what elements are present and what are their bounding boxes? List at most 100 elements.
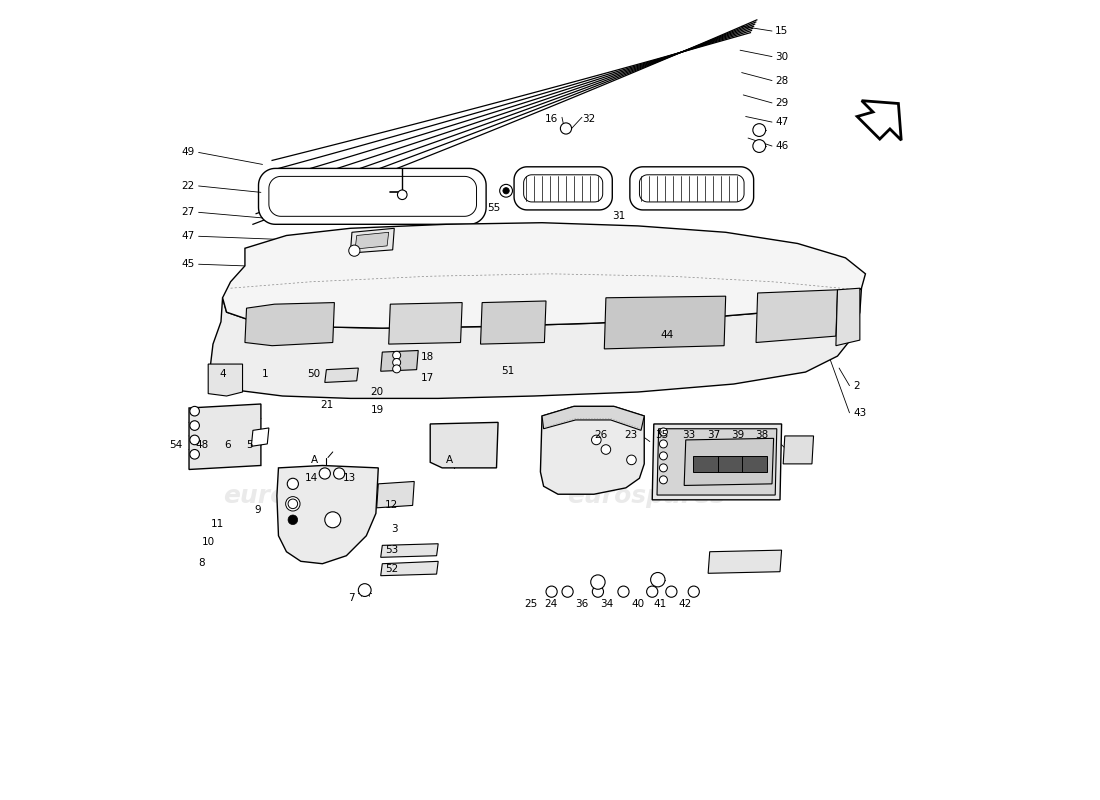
Circle shape xyxy=(647,586,658,598)
Polygon shape xyxy=(355,232,388,249)
Circle shape xyxy=(190,450,199,459)
Polygon shape xyxy=(652,424,782,500)
Text: 31: 31 xyxy=(612,211,625,222)
Polygon shape xyxy=(388,302,462,344)
Text: 12: 12 xyxy=(385,501,398,510)
Text: 48: 48 xyxy=(195,440,208,450)
Text: 53: 53 xyxy=(385,545,398,555)
Polygon shape xyxy=(836,288,860,346)
Text: 34: 34 xyxy=(601,598,614,609)
Circle shape xyxy=(659,476,668,484)
Circle shape xyxy=(560,123,572,134)
Text: 47: 47 xyxy=(776,117,789,127)
Text: 33: 33 xyxy=(682,430,695,440)
Text: 10: 10 xyxy=(201,537,214,547)
Text: eurospares: eurospares xyxy=(566,312,725,336)
Polygon shape xyxy=(376,482,415,508)
Text: A: A xyxy=(446,455,452,465)
Text: 1: 1 xyxy=(262,370,268,379)
Text: 37: 37 xyxy=(707,430,721,440)
Circle shape xyxy=(333,468,344,479)
Circle shape xyxy=(349,245,360,256)
Polygon shape xyxy=(783,436,814,464)
Polygon shape xyxy=(258,169,486,224)
Circle shape xyxy=(393,358,400,366)
Polygon shape xyxy=(245,302,334,346)
Text: 21: 21 xyxy=(320,400,333,410)
Polygon shape xyxy=(708,550,782,574)
Circle shape xyxy=(689,586,700,598)
Circle shape xyxy=(288,499,298,509)
Polygon shape xyxy=(222,222,866,328)
Circle shape xyxy=(650,573,666,587)
Polygon shape xyxy=(208,364,242,396)
Circle shape xyxy=(591,575,605,590)
Polygon shape xyxy=(277,466,378,564)
Text: 44: 44 xyxy=(660,330,674,339)
Text: 26: 26 xyxy=(594,430,607,440)
Text: 50: 50 xyxy=(307,370,320,379)
Circle shape xyxy=(499,184,513,197)
Text: eurospares: eurospares xyxy=(223,484,382,508)
Polygon shape xyxy=(324,368,359,382)
Text: 23: 23 xyxy=(625,430,638,440)
Text: 42: 42 xyxy=(679,598,692,609)
Circle shape xyxy=(319,468,330,479)
Circle shape xyxy=(288,515,298,525)
Polygon shape xyxy=(540,406,645,494)
Text: 24: 24 xyxy=(544,598,558,609)
Text: 45: 45 xyxy=(182,259,195,270)
Circle shape xyxy=(287,478,298,490)
Circle shape xyxy=(618,586,629,598)
Text: 13: 13 xyxy=(342,474,355,483)
Text: 25: 25 xyxy=(524,598,537,609)
Text: 52: 52 xyxy=(385,564,398,574)
Circle shape xyxy=(666,586,676,598)
Polygon shape xyxy=(210,288,861,398)
Polygon shape xyxy=(268,176,476,216)
Text: 15: 15 xyxy=(776,26,789,36)
Text: 4: 4 xyxy=(220,370,227,379)
Circle shape xyxy=(659,464,668,472)
Text: 46: 46 xyxy=(776,141,789,151)
Text: 3: 3 xyxy=(392,524,398,534)
Text: 28: 28 xyxy=(776,75,789,86)
Circle shape xyxy=(562,586,573,598)
Text: 17: 17 xyxy=(420,373,433,382)
Polygon shape xyxy=(350,228,394,253)
Text: 41: 41 xyxy=(653,598,667,609)
Text: 20: 20 xyxy=(371,387,384,397)
Circle shape xyxy=(592,435,601,445)
Circle shape xyxy=(190,435,199,445)
Text: 38: 38 xyxy=(756,430,769,440)
Circle shape xyxy=(752,124,766,137)
Circle shape xyxy=(659,428,668,436)
Text: eurospares: eurospares xyxy=(223,312,382,336)
Circle shape xyxy=(659,440,668,448)
Polygon shape xyxy=(381,544,438,558)
Circle shape xyxy=(592,586,604,598)
Circle shape xyxy=(601,445,610,454)
Polygon shape xyxy=(857,101,901,140)
Text: 55: 55 xyxy=(487,203,500,214)
Polygon shape xyxy=(684,438,773,486)
Text: 36: 36 xyxy=(575,598,589,609)
Text: 16: 16 xyxy=(544,114,558,124)
Text: 7: 7 xyxy=(349,593,355,603)
Text: eurospares: eurospares xyxy=(566,484,725,508)
Text: 51: 51 xyxy=(500,366,514,376)
Polygon shape xyxy=(717,456,744,472)
Text: 8: 8 xyxy=(198,558,205,568)
Text: 19: 19 xyxy=(371,405,384,414)
Text: 39: 39 xyxy=(732,430,745,440)
Circle shape xyxy=(359,584,371,597)
Text: 18: 18 xyxy=(420,352,433,362)
Text: A: A xyxy=(311,455,318,465)
Text: 11: 11 xyxy=(211,518,224,529)
Text: 47: 47 xyxy=(182,231,195,242)
Circle shape xyxy=(190,406,199,416)
Circle shape xyxy=(659,452,668,460)
Circle shape xyxy=(397,190,407,199)
Text: 30: 30 xyxy=(776,51,789,62)
Polygon shape xyxy=(481,301,546,344)
